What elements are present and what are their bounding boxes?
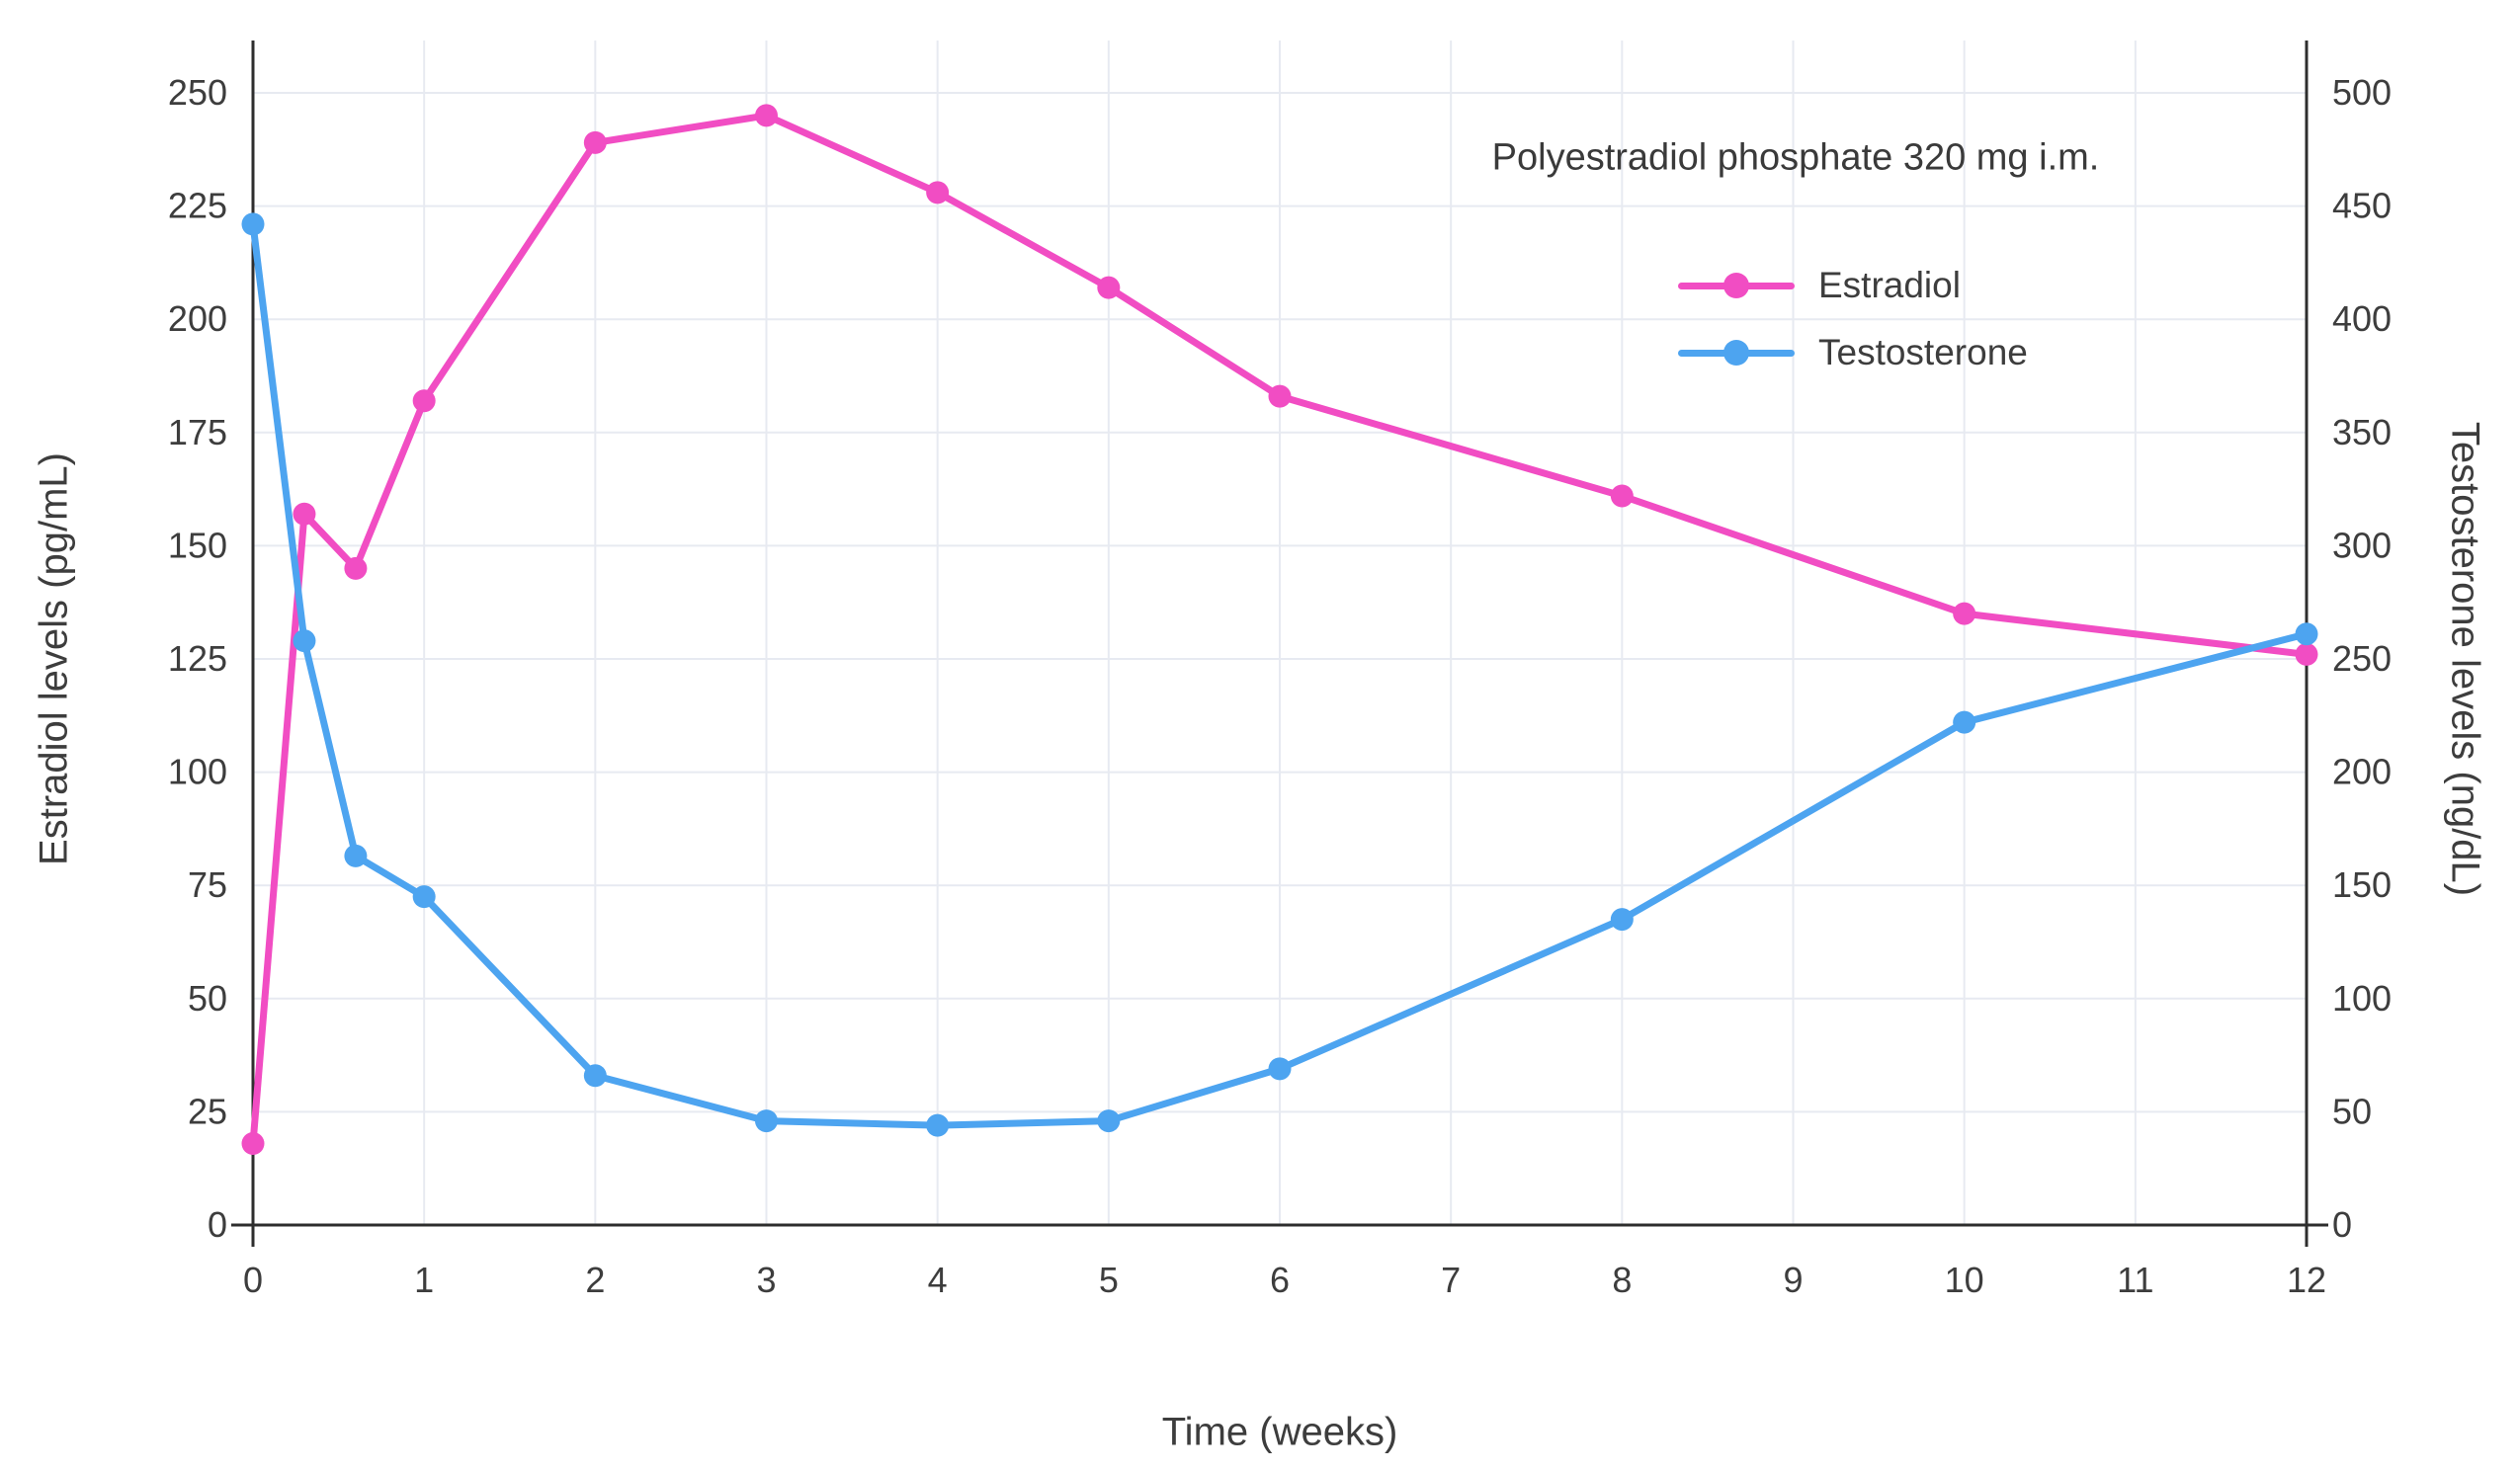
legend-item-testosterone[interactable]: Testosterone xyxy=(1678,332,2028,373)
y-right-tick-label: 150 xyxy=(2332,864,2392,905)
legend-item-estradiol[interactable]: Estradiol xyxy=(1678,265,2028,306)
y-left-tick-label: 50 xyxy=(188,978,227,1019)
x-tick-label: 4 xyxy=(928,1260,948,1300)
y-left-tick-label: 175 xyxy=(168,412,227,452)
testosterone-point xyxy=(2295,622,2318,646)
y-right-tick-label: 100 xyxy=(2332,978,2392,1019)
estradiol-point xyxy=(1097,276,1121,299)
testosterone-point xyxy=(1268,1057,1292,1081)
estradiol-point xyxy=(755,104,778,127)
estradiol-point xyxy=(583,130,607,154)
legend-label-estradiol: Estradiol xyxy=(1818,265,1961,305)
x-axis-title: Time (weeks) xyxy=(1161,1410,1398,1454)
estradiol-point xyxy=(241,1131,265,1155)
x-tick-label: 6 xyxy=(1270,1260,1290,1300)
y-right-tick-label: 400 xyxy=(2332,298,2392,339)
testosterone-point xyxy=(293,629,316,653)
estradiol-point xyxy=(2295,642,2318,666)
y-left-tick-label: 225 xyxy=(168,186,227,226)
y-right-tick-label: 50 xyxy=(2332,1091,2372,1131)
testosterone-point xyxy=(1610,908,1634,932)
x-tick-label: 2 xyxy=(585,1260,605,1300)
y-left-tick-label: 25 xyxy=(188,1091,227,1131)
x-tick-label: 10 xyxy=(1945,1260,1984,1300)
testosterone-point xyxy=(344,844,368,867)
x-tick-label: 5 xyxy=(1099,1260,1119,1300)
testosterone-point xyxy=(755,1109,778,1133)
x-tick-label: 1 xyxy=(414,1260,434,1300)
x-tick-label: 7 xyxy=(1441,1260,1461,1300)
y-left-tick-label: 100 xyxy=(168,752,227,792)
estradiol-series xyxy=(241,104,2318,1155)
y-right-tick-label: 350 xyxy=(2332,412,2392,452)
x-tick-label: 8 xyxy=(1612,1260,1632,1300)
testosterone-point xyxy=(583,1064,607,1088)
estradiol-legend-marker-icon xyxy=(1678,282,1795,289)
tick-labels: 0 1 2 3 4 5 6 7 8 9 10 11 12025507510012515017520022… xyxy=(168,72,2392,1300)
estradiol-point xyxy=(1610,484,1634,508)
estradiol-point xyxy=(926,181,950,204)
y-left-tick-label: 150 xyxy=(168,525,227,565)
y-axis-left-title: Estradiol levels (pg/mL) xyxy=(32,452,76,865)
legend: Estradiol Testosterone xyxy=(1678,265,2028,373)
testosterone-point xyxy=(1953,710,1976,734)
y-axis-right-title: Testosterone levels (ng/dL) xyxy=(2443,421,2487,897)
chart-annotation: Polyestradiol phosphate 320 mg i.m. xyxy=(1491,136,2100,179)
x-tick-label: 9 xyxy=(1783,1260,1803,1300)
estradiol-point xyxy=(344,556,368,580)
x-tick-label: 11 xyxy=(2117,1260,2153,1300)
gridlines xyxy=(252,41,2308,1226)
y-right-tick-label: 250 xyxy=(2332,638,2392,679)
testosterone-point xyxy=(1097,1109,1121,1133)
legend-label-testosterone: Testosterone xyxy=(1818,332,2028,372)
x-tick-label: 12 xyxy=(2287,1260,2326,1300)
y-left-tick-label: 125 xyxy=(168,638,227,679)
testosterone-legend-marker-icon xyxy=(1678,349,1795,357)
testosterone-point xyxy=(926,1113,950,1137)
y-left-tick-label: 250 xyxy=(168,72,227,113)
x-tick-label: 3 xyxy=(756,1260,776,1300)
y-right-tick-label: 0 xyxy=(2332,1204,2352,1245)
estradiol-point xyxy=(1268,384,1292,408)
y-left-tick-label: 75 xyxy=(188,864,227,905)
y-right-tick-label: 200 xyxy=(2332,752,2392,792)
testosterone-point xyxy=(241,212,265,236)
estradiol-point xyxy=(293,502,316,526)
y-right-tick-label: 500 xyxy=(2332,72,2392,113)
x-tick-label: 0 xyxy=(243,1260,263,1300)
estradiol-point xyxy=(412,389,436,413)
y-left-tick-label: 0 xyxy=(208,1204,227,1245)
testosterone-series xyxy=(241,212,2318,1137)
y-right-tick-label: 450 xyxy=(2332,186,2392,226)
testosterone-point xyxy=(412,885,436,909)
estradiol-point xyxy=(1953,602,1976,625)
y-right-tick-label: 300 xyxy=(2332,525,2392,565)
y-left-tick-label: 200 xyxy=(168,298,227,339)
